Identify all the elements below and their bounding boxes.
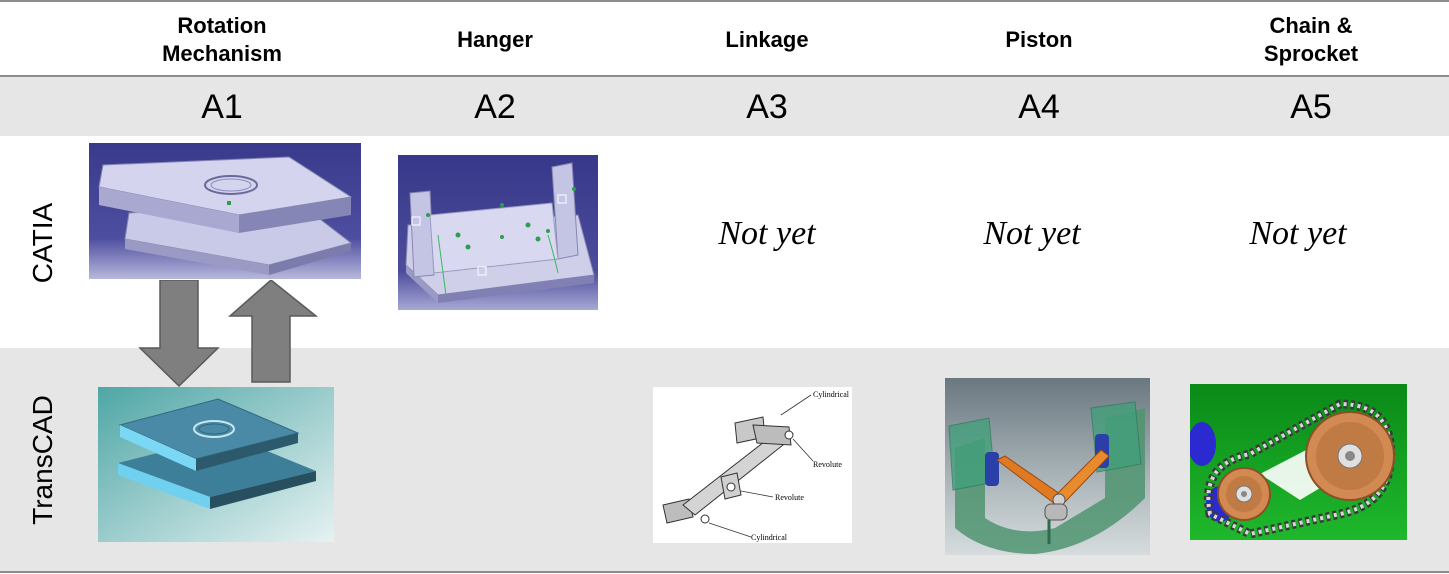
- data-exchange-arrows: [136, 279, 320, 388]
- transcad-piston-image: [945, 378, 1150, 555]
- column-title-a1: Rotation Mechanism: [162, 13, 282, 66]
- catia-hanger-image: [398, 155, 598, 310]
- column-code-a5: A5: [1290, 87, 1332, 126]
- arrow-down-icon: [138, 279, 220, 388]
- transcad-chain-sprocket-image: [1190, 384, 1407, 540]
- column-code-a1: A1: [201, 87, 243, 126]
- column-code-a2: A2: [474, 87, 516, 126]
- linkage-label-revolute-mid: Revolute: [775, 493, 804, 502]
- linkage-label-cylindrical-top: Cylindrical: [813, 390, 850, 399]
- column-title-a4: Piston: [1005, 27, 1073, 52]
- column-title-a5: Chain & Sprocket: [1263, 13, 1359, 66]
- catia-rotation-mechanism-image: [89, 143, 361, 279]
- column-title-a3: Linkage: [725, 27, 809, 52]
- column-code-a3: A3: [746, 87, 788, 126]
- header-rule: [0, 75, 1449, 77]
- column-title-a2: Hanger: [457, 27, 533, 52]
- linkage-label-cylindrical-bottom: Cylindrical: [751, 533, 788, 542]
- arrow-up-icon: [228, 279, 319, 383]
- column-code-a4: A4: [1018, 87, 1060, 126]
- transcad-linkage-image: Cylindrical Revolute Revolute Cylindrica…: [653, 387, 852, 543]
- code-band: [0, 76, 1449, 136]
- transcad-rotation-mechanism-image: [98, 387, 334, 542]
- catia-chain-sprocket-status: Not yet: [1249, 215, 1347, 252]
- row-label-catia: CATIA: [27, 202, 58, 284]
- top-rule: [0, 0, 1449, 2]
- row-label-transcad: TransCAD: [27, 395, 58, 525]
- bottom-rule: [0, 571, 1449, 573]
- linkage-label-revolute-top: Revolute: [813, 460, 842, 469]
- catia-linkage-status: Not yet: [718, 215, 816, 252]
- catia-piston-status: Not yet: [983, 215, 1081, 252]
